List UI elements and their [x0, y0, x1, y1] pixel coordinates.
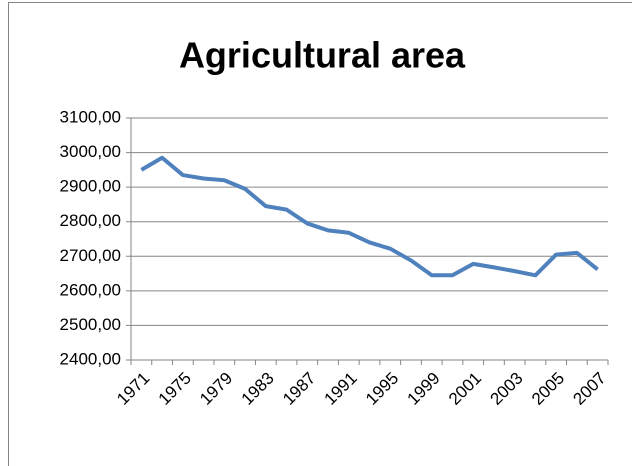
line-series — [140, 155, 599, 278]
y-tick-label: 3000,00 — [60, 142, 121, 161]
y-tick-label: 2900,00 — [60, 177, 121, 196]
x-tick-label: 2005 — [528, 369, 568, 409]
x-tick-label: 2007 — [569, 369, 609, 409]
x-tick-label: 1999 — [404, 369, 444, 409]
x-tick-label: 2003 — [486, 369, 526, 409]
chart-title: Agricultural area — [179, 35, 466, 76]
y-tick-label: 2500,00 — [60, 315, 121, 334]
y-tick-label: 2600,00 — [60, 280, 121, 299]
y-tick-label: 2700,00 — [60, 246, 121, 265]
x-tick-label: 1995 — [362, 369, 402, 409]
x-tick-label: 1991 — [321, 369, 361, 409]
x-tick-label: 2001 — [445, 369, 485, 409]
x-tick-label: 1987 — [279, 369, 319, 409]
x-tick-label: 1975 — [155, 369, 195, 409]
y-tick-label: 2400,00 — [60, 349, 121, 368]
x-tick-label: 1983 — [238, 369, 278, 409]
x-tick-label: 1979 — [196, 369, 236, 409]
y-tick-label: 3100,00 — [60, 107, 121, 126]
x-tick-label: 1971 — [113, 369, 153, 409]
y-tick-label: 2800,00 — [60, 211, 121, 230]
chart-border — [8, 2, 632, 466]
